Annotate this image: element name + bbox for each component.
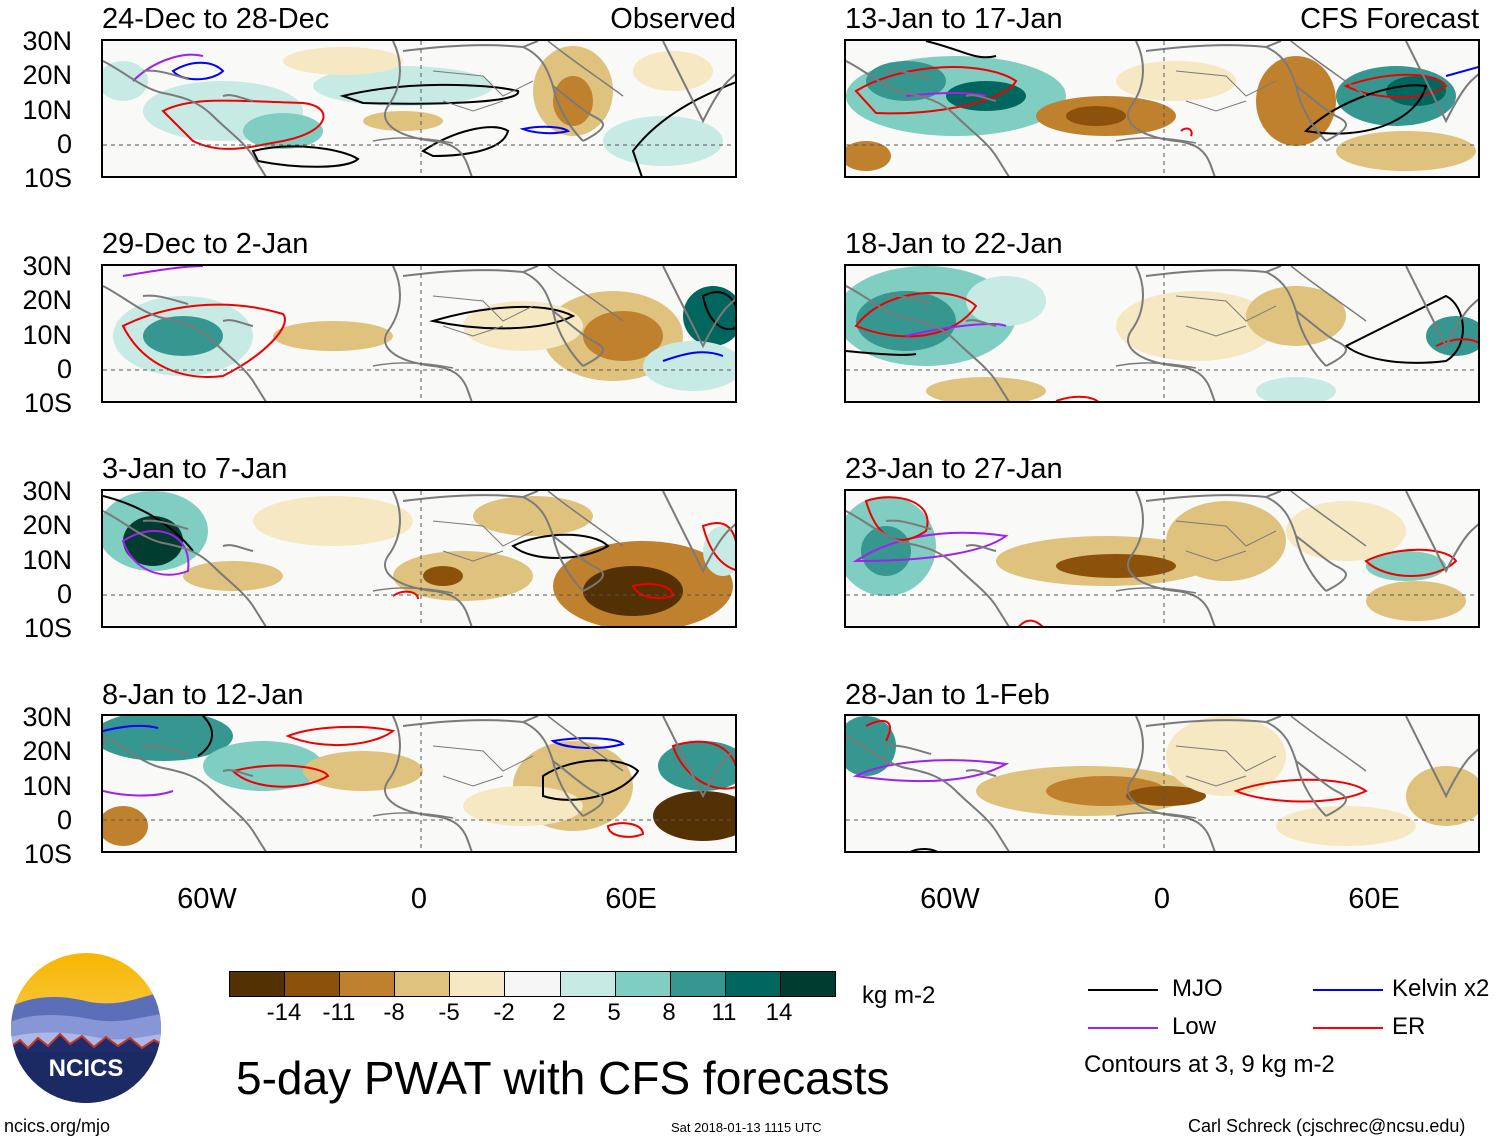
lat-label: 20N	[22, 285, 72, 315]
lat-label: 10N	[22, 320, 72, 350]
lat-label: 10S	[23, 839, 72, 869]
colorbar-tick: -14	[266, 999, 302, 1026]
colorbar-swatch	[340, 972, 396, 996]
colorbar-tick: 11	[711, 999, 737, 1026]
legend-line-low	[1088, 1027, 1158, 1029]
colorbar-tick: -11	[322, 999, 356, 1026]
legend-line-kelvin	[1313, 989, 1383, 991]
map-panel-8	[844, 714, 1480, 853]
legend-label-er: ER	[1392, 1013, 1426, 1040]
cfs-forecast-label: CFS Forecast	[1300, 3, 1479, 35]
panel-title-7: 23-Jan to 27-Jan	[845, 453, 1063, 485]
pwat-field	[103, 266, 735, 403]
panel-title-6: 18-Jan to 22-Jan	[845, 228, 1063, 260]
colorbar-swatch	[285, 972, 341, 996]
lat-label: 10S	[23, 613, 72, 643]
timestamp: Sat 2018-01-13 1115 UTC	[671, 1120, 822, 1135]
colorbar	[229, 971, 836, 997]
logo-text: NCICS	[49, 1055, 124, 1082]
lat-label: 10S	[23, 163, 72, 193]
observed-label: Observed	[610, 3, 736, 35]
legend-label-kelvin: Kelvin x2	[1392, 975, 1490, 1002]
lat-label: 30N	[22, 26, 72, 56]
colorbar-tick: -2	[493, 999, 515, 1026]
map-panel-1	[101, 39, 737, 178]
colorbar-tick: 8	[662, 999, 676, 1026]
panel-title-5: 13-Jan to 17-Jan	[845, 3, 1063, 35]
pwat-field	[846, 41, 1478, 178]
colorbar-swatch	[560, 972, 616, 996]
map-panel-5	[844, 39, 1480, 178]
website-link[interactable]: ncics.org/mjo	[4, 1116, 111, 1136]
colorbar-swatch	[615, 972, 671, 996]
lon-label: 60E	[605, 883, 657, 915]
lat-label: 0	[56, 805, 72, 835]
pwat-field	[846, 716, 1478, 851]
colorbar-swatch	[780, 972, 836, 996]
colorbar-tick: -5	[438, 999, 460, 1026]
panel-title-8: 28-Jan to 1-Feb	[845, 679, 1050, 711]
lat-label: 10N	[22, 95, 72, 125]
lon-label: 0	[410, 883, 428, 915]
map-panel-2	[101, 264, 737, 403]
lat-label: 30N	[22, 702, 72, 732]
colorbar-tick: 2	[552, 999, 566, 1026]
legend-line-er	[1313, 1027, 1383, 1029]
map-panel-6	[844, 264, 1480, 403]
legend-label-low: Low	[1172, 1013, 1217, 1040]
ncics-logo: NCICS	[10, 952, 162, 1104]
lon-label: 60W	[177, 883, 237, 915]
map-panel-4	[101, 714, 737, 853]
panel-title-3: 3-Jan to 7-Jan	[102, 453, 288, 485]
lat-label: 20N	[22, 60, 72, 90]
lat-label: 0	[56, 579, 72, 609]
legend-label-mjo: MJO	[1172, 975, 1223, 1002]
lat-label: 20N	[22, 510, 72, 540]
lat-label: 30N	[22, 251, 72, 281]
lat-label: 0	[56, 129, 72, 159]
pwat-field	[103, 491, 735, 626]
colorbar-swatch	[450, 972, 506, 996]
map-panel-3	[101, 489, 737, 628]
pwat-field	[103, 716, 735, 853]
panel-title-2: 29-Dec to 2-Jan	[102, 228, 309, 260]
lat-label: 20N	[22, 736, 72, 766]
colorbar-swatch	[670, 972, 726, 996]
colorbar-swatch	[230, 972, 286, 996]
lat-label: 30N	[22, 476, 72, 506]
colorbar-swatch	[395, 972, 451, 996]
lat-label: 10N	[22, 545, 72, 575]
pwat-field	[846, 266, 1478, 401]
lat-label: 10S	[23, 388, 72, 418]
pwat-field	[846, 491, 1480, 626]
contour-note: Contours at 3, 9 kg m-2	[1084, 1051, 1335, 1078]
colorbar-unit: kg m-2	[862, 982, 936, 1009]
colorbar-swatch	[505, 972, 561, 996]
lat-label: 10N	[22, 771, 72, 801]
colorbar-tick: -8	[383, 999, 405, 1026]
figure-title: 5-day PWAT with CFS forecasts	[236, 1052, 890, 1104]
lon-label: 0	[1153, 883, 1171, 915]
pwat-field	[103, 41, 735, 176]
map-panel-7	[844, 489, 1480, 628]
lon-label: 60W	[920, 883, 980, 915]
colorbar-tick: 14	[765, 999, 793, 1026]
panel-title-4: 8-Jan to 12-Jan	[102, 679, 304, 711]
colorbar-swatch	[725, 972, 781, 996]
colorbar-tick: 5	[607, 999, 621, 1026]
author-credit: Carl Schreck (cjschrec@ncsu.edu)	[1188, 1116, 1466, 1136]
panel-title-1: 24-Dec to 28-Dec	[102, 3, 330, 35]
lat-label: 0	[56, 354, 72, 384]
lon-label: 60E	[1348, 883, 1400, 915]
legend-line-mjo	[1088, 989, 1158, 991]
